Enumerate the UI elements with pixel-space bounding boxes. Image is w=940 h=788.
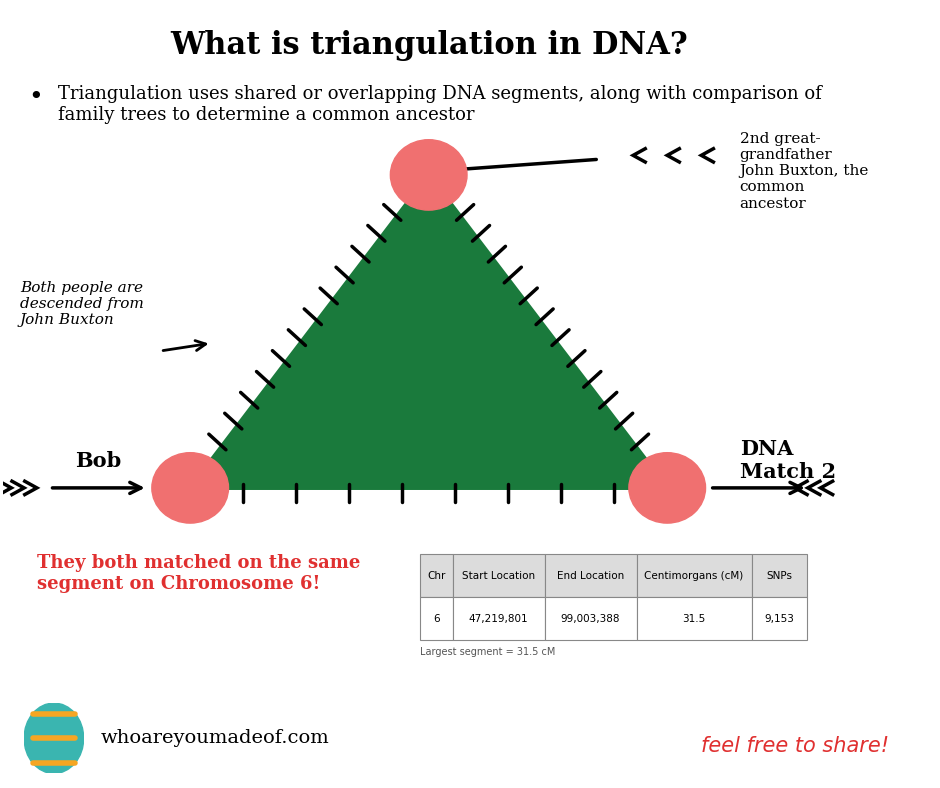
Text: They both matched on the same
segment on Chromosome 6!: They both matched on the same segment on… <box>37 555 360 593</box>
Text: feel free to share!: feel free to share! <box>701 736 889 756</box>
Text: •: • <box>28 85 43 109</box>
Text: 6: 6 <box>433 614 440 624</box>
Text: SNPs: SNPs <box>766 571 792 581</box>
Polygon shape <box>190 175 667 488</box>
Text: 9,153: 9,153 <box>764 614 794 624</box>
Text: End Location: End Location <box>556 571 624 581</box>
Text: 2nd great-
grandfather
John Buxton, the
common
ancestor: 2nd great- grandfather John Buxton, the … <box>740 132 869 210</box>
Text: Both people are
descended from
John Buxton: Both people are descended from John Buxt… <box>20 281 144 327</box>
Text: Centimorgans (cM): Centimorgans (cM) <box>645 571 744 581</box>
Text: Triangulation uses shared or overlapping DNA segments, along with comparison of
: Triangulation uses shared or overlapping… <box>58 85 822 124</box>
FancyBboxPatch shape <box>544 555 636 597</box>
Text: DNA
Match 2: DNA Match 2 <box>740 439 836 482</box>
Text: Chr: Chr <box>427 571 446 581</box>
Text: 31.5: 31.5 <box>682 614 706 624</box>
FancyBboxPatch shape <box>452 597 544 641</box>
FancyBboxPatch shape <box>752 597 807 641</box>
FancyBboxPatch shape <box>752 555 807 597</box>
Text: Start Location: Start Location <box>462 571 535 581</box>
FancyBboxPatch shape <box>420 555 452 597</box>
Circle shape <box>390 139 467 210</box>
Text: What is triangulation in DNA?: What is triangulation in DNA? <box>170 30 687 61</box>
Circle shape <box>152 452 228 523</box>
Text: Bob: Bob <box>75 451 121 470</box>
FancyBboxPatch shape <box>452 555 544 597</box>
Text: Largest segment = 31.5 cM: Largest segment = 31.5 cM <box>420 647 556 656</box>
FancyBboxPatch shape <box>636 555 752 597</box>
FancyBboxPatch shape <box>544 597 636 641</box>
Text: whoareyoumadeof.com: whoareyoumadeof.com <box>101 729 330 747</box>
Text: 47,219,801: 47,219,801 <box>469 614 528 624</box>
Text: 99,003,388: 99,003,388 <box>561 614 620 624</box>
Circle shape <box>629 452 706 523</box>
FancyBboxPatch shape <box>636 597 752 641</box>
FancyBboxPatch shape <box>420 597 452 641</box>
